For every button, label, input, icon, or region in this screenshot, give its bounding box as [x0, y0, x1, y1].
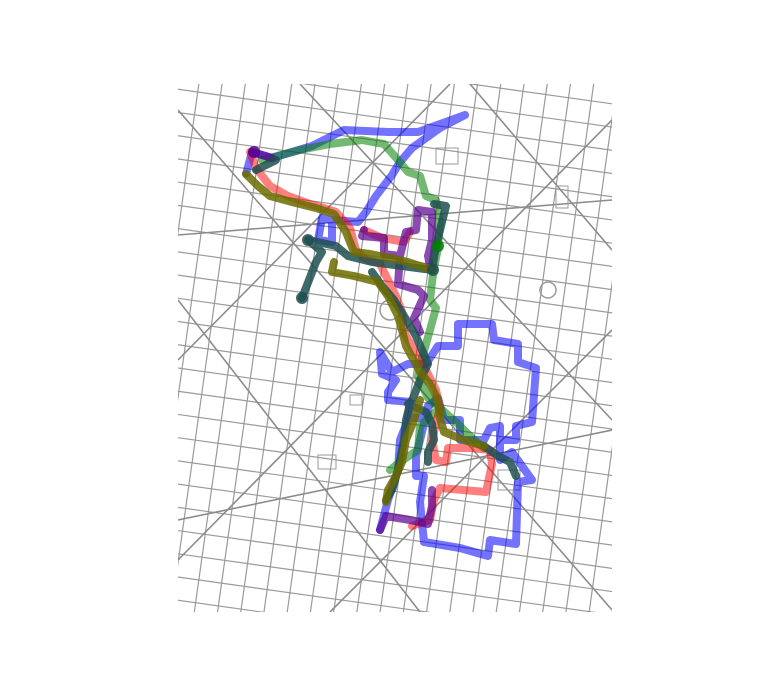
avenue: [178, 199, 612, 236]
street-ns: [178, 84, 246, 568]
street-ns: [240, 84, 316, 612]
street-ns: [565, 279, 612, 612]
street-ew: [178, 135, 612, 198]
street-ns: [67, 0, 220, 689]
marker-start-teal: [296, 292, 308, 304]
street-ew: [178, 111, 612, 175]
street-ew: [178, 576, 432, 612]
street-ew: [0, 0, 770, 72]
street-ns: [613, 0, 766, 689]
street-ew: [0, 588, 770, 689]
marker-teal-west: [302, 234, 314, 246]
street-ns: [0, 0, 129, 689]
street-ns: [542, 114, 612, 612]
street-ew: [178, 460, 612, 523]
street-ns: [216, 84, 293, 612]
route-green: [258, 136, 488, 474]
street-ew: [0, 0, 770, 26]
street-ew: [178, 437, 612, 500]
street-ew: [178, 506, 612, 569]
street-ns: [727, 0, 770, 689]
street-ns: [21, 0, 174, 689]
street-ew: [466, 84, 612, 105]
street-ew: [178, 529, 612, 593]
street-ew: [0, 656, 770, 689]
roundabout-east: [539, 281, 557, 299]
street-ns: [704, 0, 770, 689]
block-building-3: [555, 185, 569, 209]
street-ns: [449, 84, 525, 612]
route-purple: [248, 148, 436, 534]
street-ns: [0, 0, 60, 689]
street-ns: [0, 0, 151, 689]
street-ew: [178, 344, 612, 407]
avenue: [178, 299, 421, 612]
street-ew: [0, 0, 770, 3]
route-olive: [242, 170, 488, 506]
avenue: [178, 119, 612, 561]
route-teal: [252, 156, 520, 504]
street-ns: [425, 84, 502, 612]
street-ns: [286, 84, 363, 612]
marker-end-blue: [432, 240, 444, 252]
street-ns: [178, 84, 223, 402]
routes-layer: [242, 111, 540, 560]
street-ns: [0, 0, 83, 689]
street-ew: [0, 611, 770, 689]
street-ns: [591, 0, 744, 689]
street-ew: [0, 679, 770, 689]
street-ns: [472, 84, 548, 612]
street-ew: [0, 0, 770, 117]
street-ns: [659, 0, 770, 689]
street-ew: [178, 413, 612, 477]
street-ns: [636, 0, 770, 689]
street-ew: [178, 274, 612, 337]
street-ns: [44, 0, 197, 689]
street-ew: [178, 204, 612, 268]
street-ew: [0, 565, 770, 689]
street-ns: [682, 0, 770, 689]
street-ew: [0, 0, 770, 95]
street-ew: [301, 84, 612, 128]
street-ns: [518, 84, 595, 612]
street-ew: [178, 390, 612, 453]
marker-start-purple: [248, 146, 260, 158]
street-ns: [263, 84, 339, 612]
block-building-1: [349, 394, 363, 406]
street-ns: [309, 84, 386, 612]
marker-junction-olive: [427, 264, 439, 276]
street-ns: [0, 0, 106, 689]
avenue: [329, 329, 612, 612]
street-ew: [178, 599, 266, 612]
street-ew: [178, 320, 612, 384]
street-ew: [0, 0, 770, 140]
street-ns: [402, 84, 479, 612]
avenue: [178, 109, 612, 611]
street-ew: [0, 0, 770, 49]
street-ew: [178, 483, 612, 546]
street-ns: [333, 84, 409, 612]
block-building-2: [317, 454, 337, 470]
street-ns: [356, 84, 432, 612]
street-ns: [193, 84, 270, 612]
avenue: [469, 84, 612, 251]
street-ew: [178, 553, 597, 612]
block-building-4: [435, 147, 459, 165]
street-ew: [0, 634, 770, 689]
